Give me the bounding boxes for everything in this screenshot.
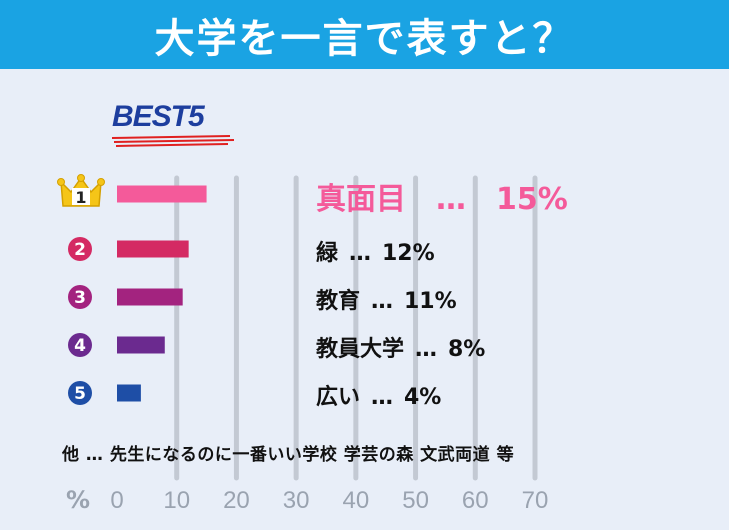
bar: [117, 336, 165, 354]
category-label: 広い … 4%: [316, 385, 442, 410]
category-label: 真面目 … 15%: [316, 182, 568, 217]
rank-badge: [68, 333, 92, 357]
x-tick-label: 70: [522, 487, 549, 514]
rank-number: 5: [74, 384, 86, 404]
category-label: 緑 … 12%: [316, 241, 435, 266]
category-label: 教育 … 11%: [316, 289, 457, 314]
x-tick-label: 10: [163, 487, 190, 514]
x-tick-label: 50: [402, 487, 429, 514]
best-underline-decoration: [111, 135, 235, 147]
best-label: BEST5: [112, 100, 205, 133]
rank-badge: [68, 381, 92, 405]
x-tick-label: 60: [462, 487, 489, 514]
page-title: 大学を一言で表すと？: [0, 0, 729, 69]
bar: [117, 288, 183, 306]
bar: [117, 384, 141, 402]
rank-badge: [68, 237, 92, 261]
rank-number: 1: [75, 188, 86, 207]
x-tick-label: 20: [223, 487, 250, 514]
crown-icon: [57, 174, 105, 207]
rank-badge: [68, 285, 92, 309]
rank-number: 4: [74, 336, 86, 356]
rank-number: 3: [74, 288, 86, 308]
rank-number: 2: [74, 240, 86, 260]
x-axis-unit: %: [66, 486, 91, 514]
bar: [117, 185, 207, 203]
x-tick-label: 0: [110, 487, 123, 514]
bar: [117, 240, 189, 258]
x-tick-label: 40: [343, 487, 370, 514]
others-text: 他 … 先生になるのに一番いい学校 学芸の森 文武両道 等: [62, 445, 515, 465]
x-tick-label: 30: [283, 487, 310, 514]
category-label: 教員大学 … 8%: [316, 337, 486, 362]
